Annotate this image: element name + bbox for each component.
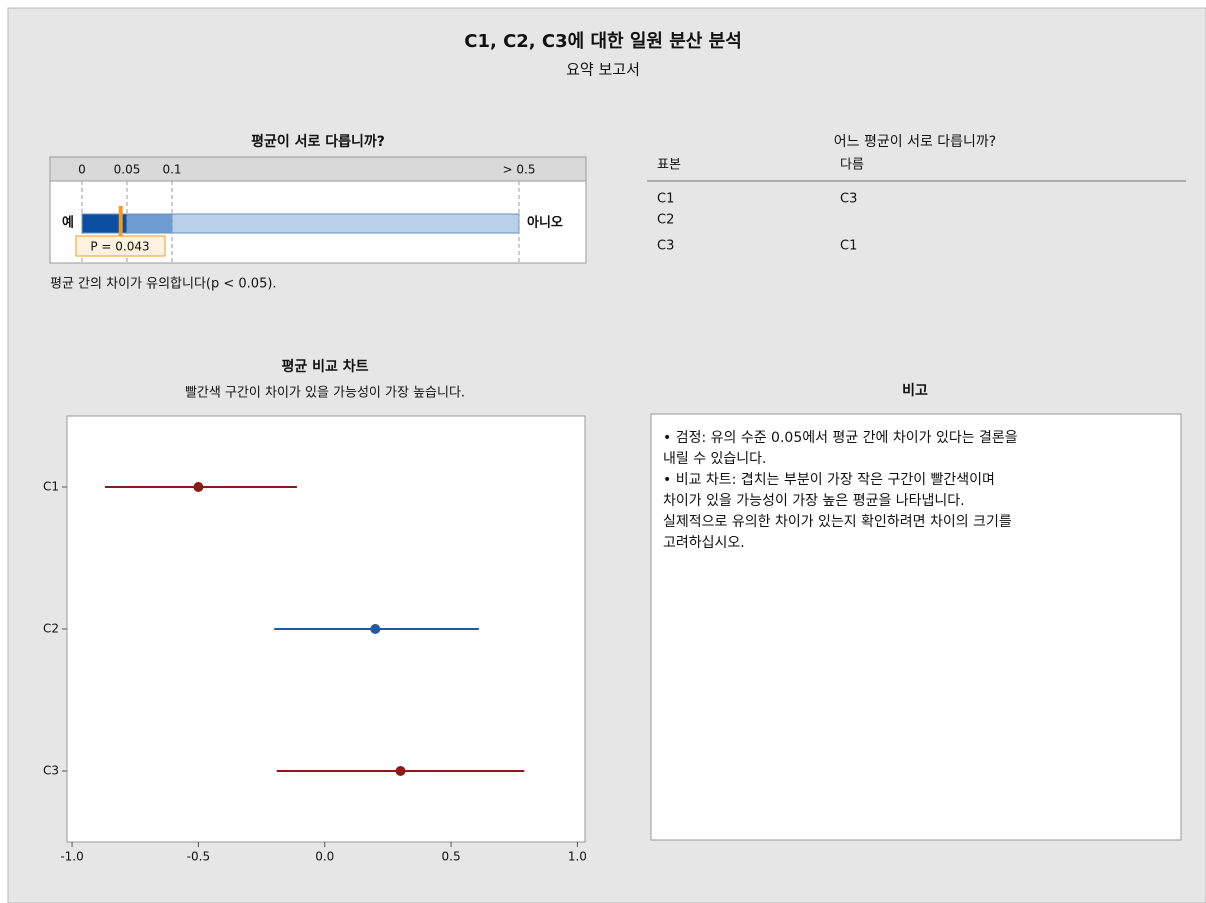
- pvalue-tick-label: 0: [78, 163, 86, 177]
- x-tick-label: 0.5: [442, 850, 461, 864]
- table-cell: C1: [840, 239, 857, 254]
- p-label-box: [75, 235, 166, 257]
- pvalue-tick-label: 0.1: [162, 163, 181, 177]
- pvalue-tick-label: 0.05: [114, 163, 141, 177]
- mean-point: [370, 624, 381, 634]
- table-cell: C1: [657, 192, 674, 207]
- note-line: • 검정: 유의 수준 0.05에서 평균 간에 차이가 있다는 결론을: [663, 430, 1018, 446]
- subtitle: 요약 보고서: [566, 61, 640, 79]
- p-label: P = 0.043: [90, 240, 149, 254]
- mean-point: [193, 482, 204, 492]
- x-tick-label: -1.0: [60, 850, 83, 864]
- pvalue-title: 평균이 서로 다릅니까?: [251, 133, 385, 150]
- pvalue-scale-strip: [49, 156, 587, 182]
- table-cell: C2: [657, 213, 674, 228]
- y-tick-label: C3: [43, 764, 59, 778]
- yes-label: 예: [62, 215, 74, 231]
- pvalue-tick-label: > 0.5: [503, 163, 536, 177]
- note-line: • 비교 차트: 겹치는 부분이 가장 작은 구간이 빨간색이며: [663, 472, 995, 488]
- pvalue-segment: [126, 213, 173, 234]
- table-title: 어느 평균이 서로 다릅니까?: [834, 134, 996, 150]
- note-line: 고려하십시오.: [663, 535, 745, 551]
- mean-point: [395, 766, 406, 776]
- table-header: 표본: [657, 158, 681, 173]
- notes-box: [650, 413, 1182, 841]
- notes-title: 비고: [902, 383, 928, 399]
- no-label: 아니오: [527, 215, 563, 231]
- pvalue-segment: [171, 213, 520, 234]
- table-header: 다름: [840, 158, 864, 173]
- note-line: 내릴 수 있습니다.: [663, 451, 767, 467]
- conclusion: 평균 간의 차이가 유의합니다(p < 0.05).: [50, 277, 277, 292]
- chart-title: 평균 비교 차트: [281, 358, 368, 375]
- p-marker: [118, 206, 123, 236]
- title: C1, C2, C3에 대한 일원 분산 분석: [464, 31, 742, 52]
- x-tick-label: -0.5: [187, 850, 210, 864]
- chart-subtitle: 빨간색 구간이 차이가 있을 가능성이 가장 높습니다.: [185, 386, 465, 401]
- y-tick-label: C2: [43, 622, 59, 636]
- note-line: 차이가 있을 가능성이 가장 높은 평균을 나타냅니다.: [663, 493, 965, 509]
- note-line: 실제적으로 유의한 차이가 있는지 확인하려면 차이의 크기를: [663, 514, 1012, 530]
- x-tick-label: 1.0: [568, 850, 587, 864]
- table-cell: C3: [840, 192, 857, 207]
- x-tick-label: 0.0: [315, 850, 334, 864]
- table-cell: C3: [657, 239, 674, 254]
- y-tick-label: C1: [43, 480, 59, 494]
